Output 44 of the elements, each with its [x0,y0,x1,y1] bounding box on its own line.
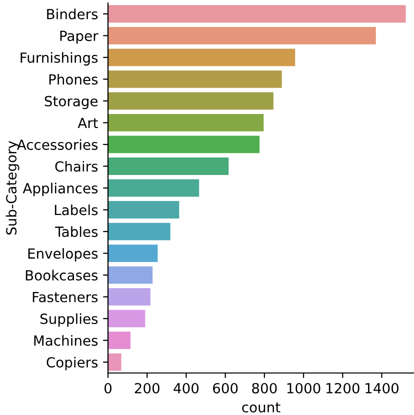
y-tick-label: Tables [55,226,98,238]
x-axis-title: count [242,402,280,412]
y-tick-label: Fasteners [32,292,98,302]
x-tick-label: 1000 [287,382,320,394]
y-tick-label: Binders [47,8,98,20]
bar [108,136,260,154]
y-axis-title: Sub-Category [6,140,20,235]
bar [108,114,264,132]
x-tick-label: 600 [213,382,238,394]
bar [108,5,406,23]
bar [108,332,130,350]
y-tick-label: Chairs [55,160,98,172]
bar [108,48,296,66]
y-tick-label: Phones [49,74,98,85]
bar [108,179,200,197]
bar [108,70,282,88]
bar [108,201,180,218]
bar [108,244,158,262]
y-tick-label: Labels [54,204,98,216]
bar [108,353,122,371]
y-tick-label: Storage [44,96,98,110]
bar [108,266,153,284]
y-tick-label: Copiers [46,356,98,370]
bar [108,222,170,240]
bar [108,310,146,328]
y-tick-label: Furnishings [20,52,98,66]
x-tick-label: 1200 [326,382,360,394]
y-tick-label: Supplies [40,313,98,327]
x-tick-label: 400 [174,382,199,394]
x-tick-label: 800 [252,382,277,394]
x-tick-label: 200 [134,382,160,394]
x-tick-label: 1400 [366,382,398,394]
y-tick-label: Bookcases [26,270,98,281]
y-tick-label: Art [78,118,98,128]
y-tick-label: Machines [34,335,98,346]
y-tick-label: Appliances [22,182,98,196]
bar [108,288,150,306]
y-tick-label: Paper [60,30,98,44]
y-tick-label: Envelopes [28,248,98,262]
bar [108,158,229,175]
x-tick-label: 0 [104,382,112,394]
bar [108,92,274,110]
bar [108,26,376,44]
y-tick-label: Accessories [16,139,98,150]
